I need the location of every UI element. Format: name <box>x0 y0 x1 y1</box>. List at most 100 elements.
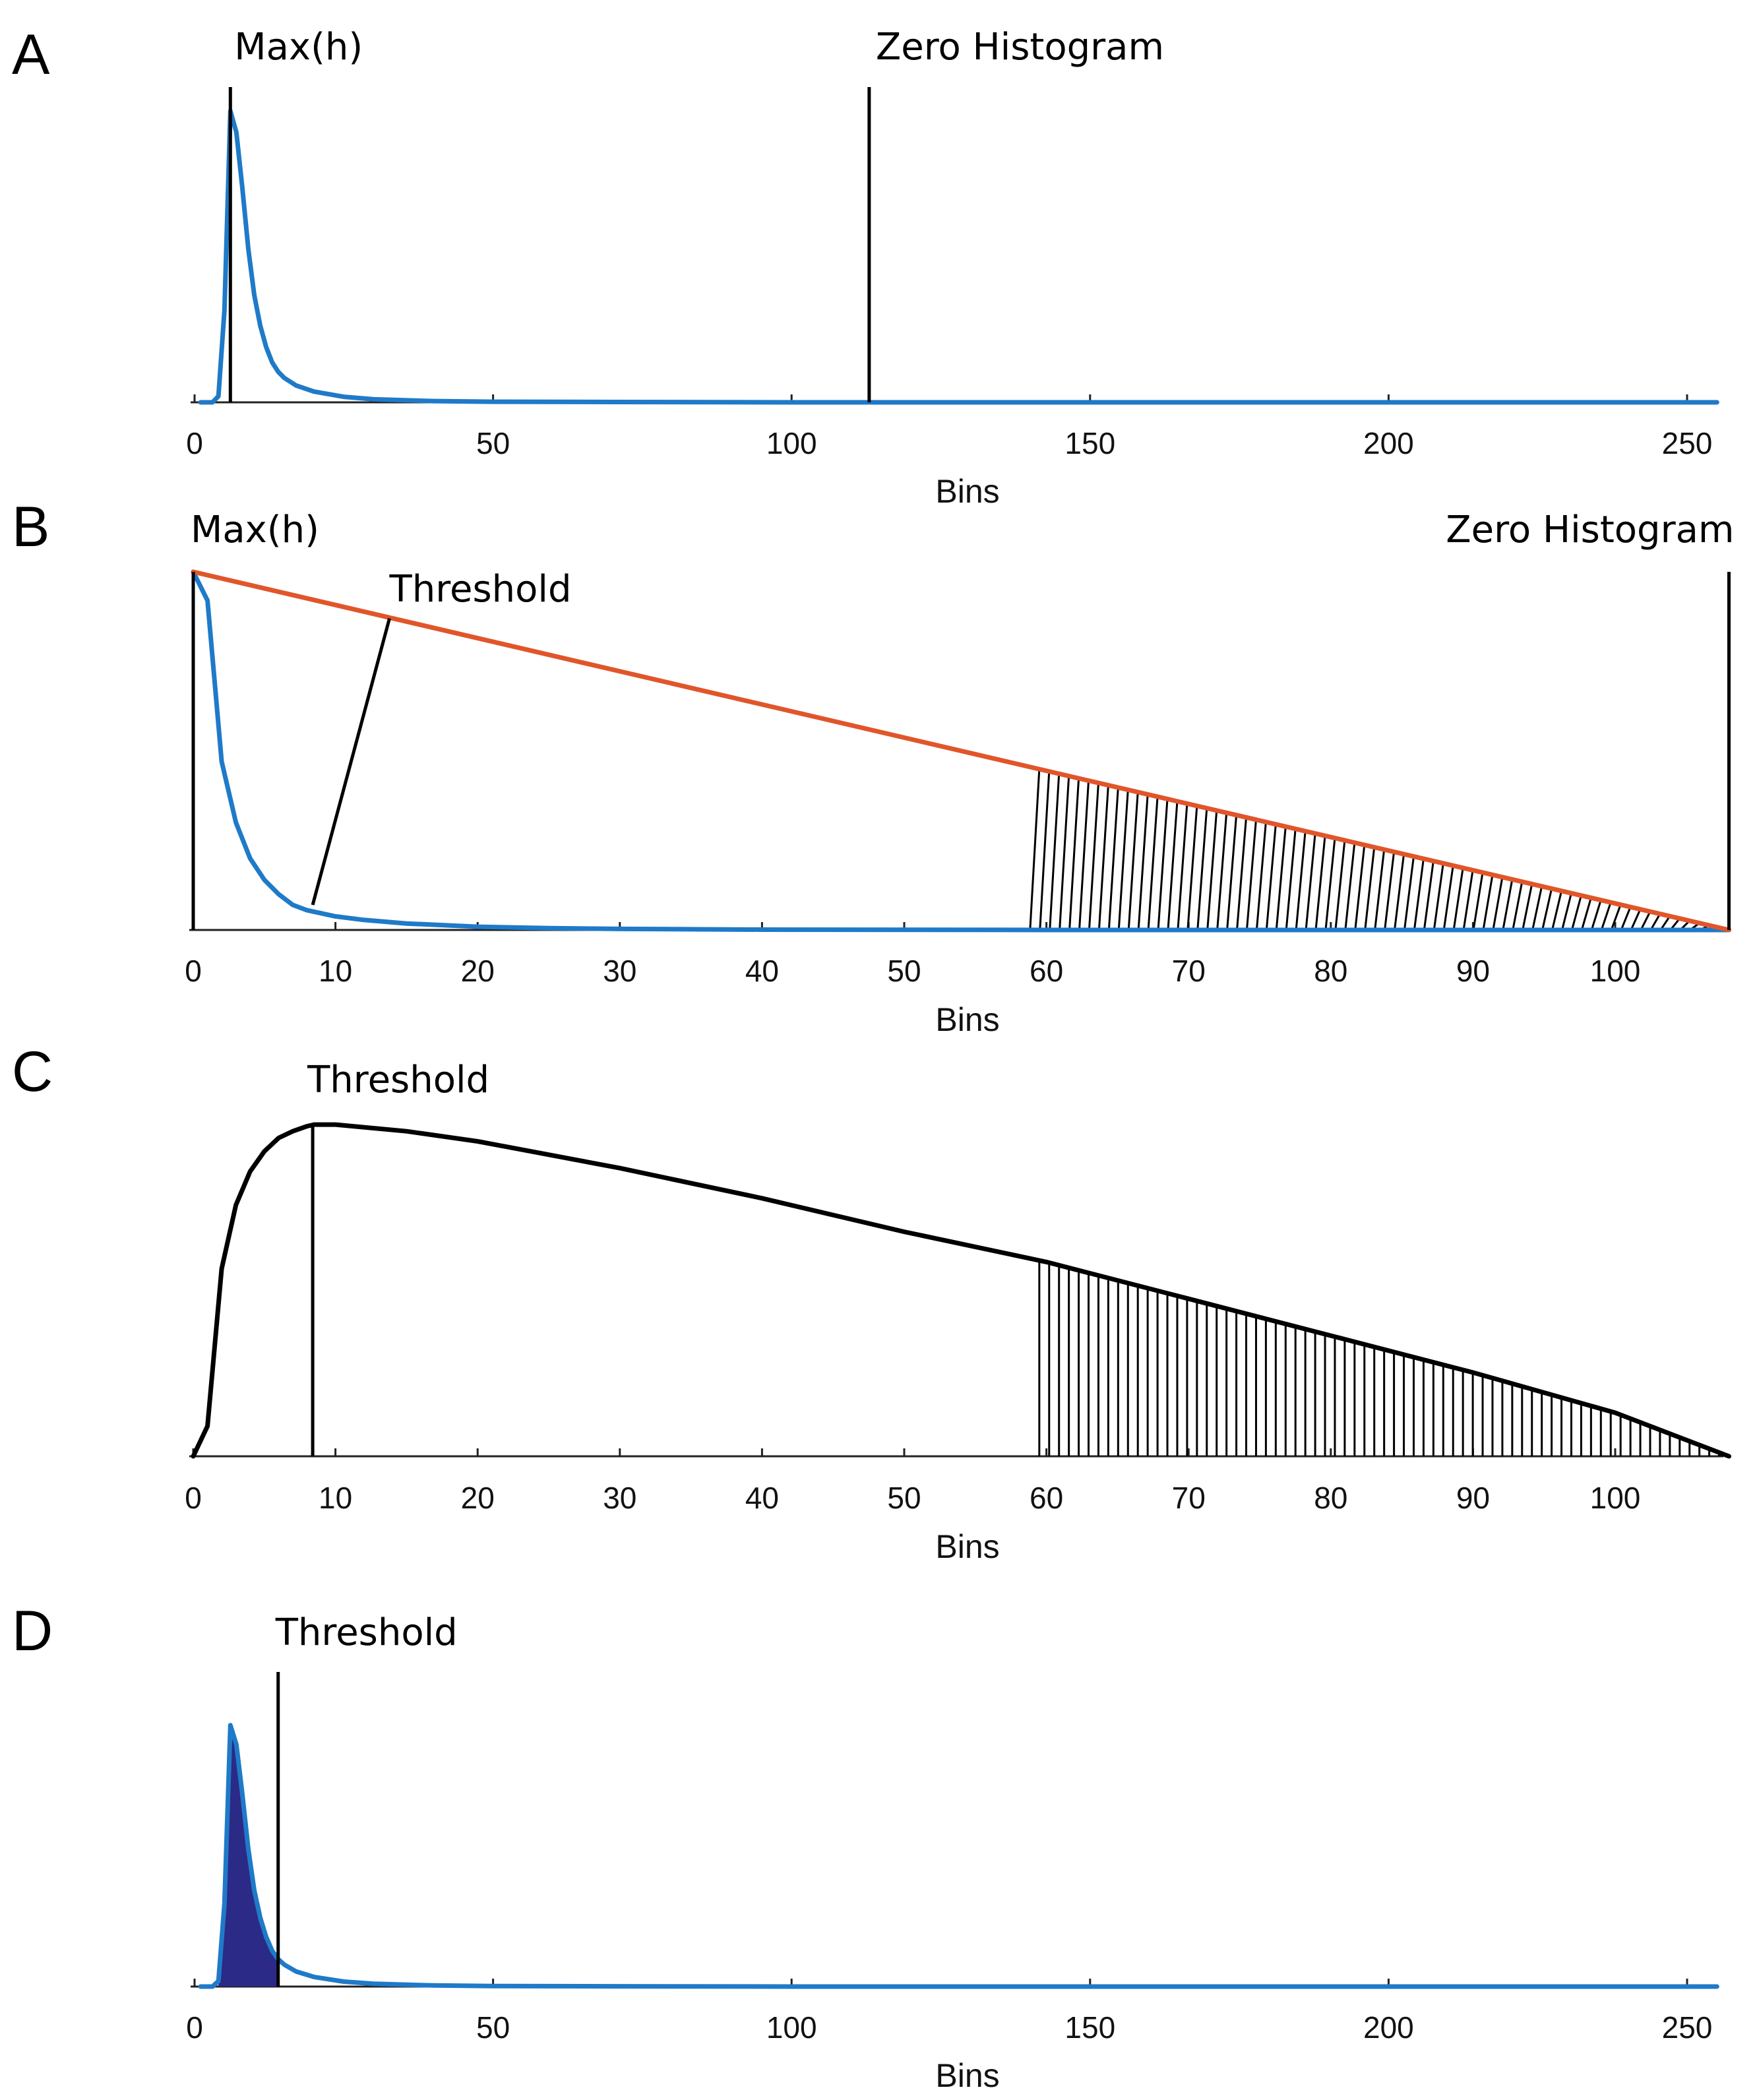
x-tick-label: 0 <box>185 1481 202 1515</box>
hatch-line <box>1088 782 1099 931</box>
hatch-line <box>1522 884 1533 931</box>
hatch-line <box>1255 822 1267 931</box>
hatch-line <box>1295 831 1307 931</box>
x-tick-label: 0 <box>185 954 202 988</box>
x-axis-label: Bins <box>935 473 999 510</box>
x-tick-label: 70 <box>1172 1481 1206 1515</box>
x-tick-label: 250 <box>1662 2010 1713 2045</box>
hatch-line <box>1600 902 1612 931</box>
x-tick-label: 0 <box>186 2010 203 2045</box>
hatch-line <box>1334 840 1346 931</box>
hatch-line <box>1344 842 1356 931</box>
hatch-region <box>1029 769 1729 931</box>
hatch-line <box>1097 785 1109 931</box>
hatch-line <box>1127 791 1139 931</box>
x-tick-label: 80 <box>1314 1481 1347 1515</box>
hatch-line <box>1177 803 1188 931</box>
hatch-line <box>1394 853 1405 931</box>
x-tick-label: 70 <box>1172 954 1206 988</box>
vline-label: Max(h) <box>191 509 319 551</box>
hatch-line <box>1580 897 1592 931</box>
x-tick-label: 150 <box>1064 426 1115 460</box>
hatch-line <box>1137 794 1149 931</box>
hatch-line <box>1275 826 1287 931</box>
x-tick-label: 200 <box>1363 426 1414 460</box>
hatch-line <box>1305 833 1316 931</box>
hatch-line <box>1403 856 1415 931</box>
x-tick-label: 100 <box>1590 1481 1641 1515</box>
x-tick-label: 60 <box>1030 954 1063 988</box>
x-tick-label: 90 <box>1456 1481 1490 1515</box>
x-tick-label: 150 <box>1064 2010 1115 2045</box>
hatch-line <box>1423 861 1434 931</box>
hatch-line <box>1472 872 1484 931</box>
threshold-perpendicular-line <box>311 617 391 906</box>
vline-label: Threshold <box>307 1059 489 1101</box>
hatch-line <box>1324 838 1336 931</box>
x-tick-label: 100 <box>766 426 817 460</box>
hatch-line <box>1620 906 1632 931</box>
hatch-line <box>1610 904 1622 931</box>
x-tick-label: 100 <box>766 2010 817 2045</box>
hatch-line <box>1157 799 1169 931</box>
hatch-line <box>1649 913 1661 931</box>
hatch-line <box>1029 769 1041 931</box>
hatch-line <box>1265 824 1277 931</box>
series-line-blue <box>191 569 1731 933</box>
hatch-line <box>1236 817 1248 931</box>
x-tick-label: 30 <box>603 954 636 988</box>
vline-label: Threshold <box>275 1611 458 1654</box>
hatch-line <box>1354 844 1366 931</box>
hatch-line <box>1245 819 1257 931</box>
hatch-line <box>1384 851 1396 931</box>
series-line-black <box>191 1122 1731 1459</box>
x-axis-label: Bins <box>935 1528 999 1565</box>
hatch-line <box>1512 881 1524 931</box>
hatch-line <box>1196 808 1208 931</box>
vline-label: Zero Histogram <box>876 26 1164 69</box>
hatch-line <box>1442 865 1454 931</box>
x-tick-label: 20 <box>461 954 495 988</box>
x-tick-label: 100 <box>1590 954 1641 988</box>
x-tick-label: 40 <box>745 954 779 988</box>
series-line-orange <box>191 569 1731 933</box>
panel-b: B 0 10 20 30 40 50 60 70 80 90 100 Bins Threshold Max(… <box>12 495 1734 1038</box>
x-tick-label: 200 <box>1363 2010 1414 2045</box>
hatch-line <box>1226 815 1238 931</box>
panel-a: A 0 50 100 150 200 250 Bins Max(h) Zero Histogram <box>12 23 1719 510</box>
hatch-line <box>1531 886 1543 931</box>
hatch-line <box>1413 858 1425 931</box>
hatch-line <box>1068 778 1080 931</box>
hatch-line <box>1374 849 1386 931</box>
hatch-line <box>1640 911 1651 931</box>
vline-label: Zero Histogram <box>1446 509 1734 551</box>
x-tick-label: 250 <box>1662 426 1713 460</box>
hatch-line <box>1107 787 1119 931</box>
threshold-label: Threshold <box>389 568 572 611</box>
x-tick-label: 50 <box>887 1481 921 1515</box>
hatch-region <box>1038 1260 1721 1456</box>
x-tick-label: 50 <box>887 954 921 988</box>
hatch-line <box>1049 774 1061 931</box>
x-tick-label: 10 <box>319 1481 352 1515</box>
hatch-line <box>1541 888 1553 931</box>
x-tick-label: 30 <box>603 1481 636 1515</box>
x-tick-label: 0 <box>186 426 203 460</box>
x-tick-label: 40 <box>745 1481 779 1515</box>
hatch-line <box>1482 875 1494 931</box>
hatch-line <box>1216 813 1228 931</box>
hatch-line <box>1590 900 1602 931</box>
hatch-line <box>1314 836 1326 931</box>
x-tick-label: 60 <box>1030 1481 1063 1515</box>
hatch-line <box>1167 801 1179 931</box>
x-tick-label: 50 <box>476 426 510 460</box>
panel-letter: B <box>12 495 49 559</box>
panel-d: D 0 50 100 150 200 250 Bins Threshold <box>12 1599 1719 2094</box>
panel-letter: A <box>12 23 50 86</box>
hatch-line <box>1187 805 1198 931</box>
x-axis-label: Bins <box>935 1001 999 1038</box>
hatch-line <box>1492 877 1504 931</box>
hatch-line <box>1206 810 1218 931</box>
